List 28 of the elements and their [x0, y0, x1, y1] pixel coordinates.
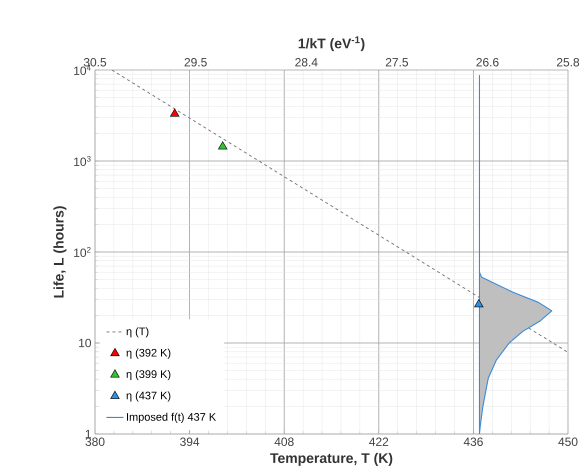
x2-tick-label: 30.5 [84, 58, 106, 66]
x-tick-label: 422 [369, 437, 388, 446]
x-axis-title: Temperature, T (K) [270, 452, 392, 466]
x2-tick-label: 28.4 [295, 58, 318, 66]
x-tick-label: 436 [464, 437, 483, 446]
legend-label: η (399 K) [126, 370, 170, 380]
x2-tick-label: 29.5 [184, 58, 207, 66]
x-tick-label: 380 [85, 437, 105, 446]
point [474, 299, 484, 308]
y-tick-label: 10 [79, 338, 92, 348]
legend-label: η (437 K) [126, 391, 170, 402]
x2-tick-label: 25.8 [556, 58, 580, 66]
legend-label: Imposed f(t) 437 K [127, 412, 216, 423]
point [218, 141, 228, 150]
x-tick-label: 394 [180, 437, 200, 446]
x2-axis-title: 1/kT (eV$^{-1}$) [298, 36, 364, 52]
x-tick-label: 450 [558, 437, 578, 446]
point [170, 108, 180, 117]
legend-label: η (392 K) [126, 348, 170, 359]
legend-label: η (T) [126, 327, 148, 338]
y-tick-label: 1 [86, 430, 91, 438]
x2-tick-label: 26.6 [476, 58, 499, 66]
x-tick-label: 408 [274, 437, 294, 446]
y-tick-label: 10$^{3}$ [74, 156, 91, 166]
y-tick-label: 10$^{2}$ [74, 246, 91, 257]
y-tick-label: 10$^{4}$ [74, 64, 91, 75]
y-axis-title: Life, L (hours) [53, 206, 66, 298]
x2-tick-label: 27.5 [386, 58, 408, 66]
